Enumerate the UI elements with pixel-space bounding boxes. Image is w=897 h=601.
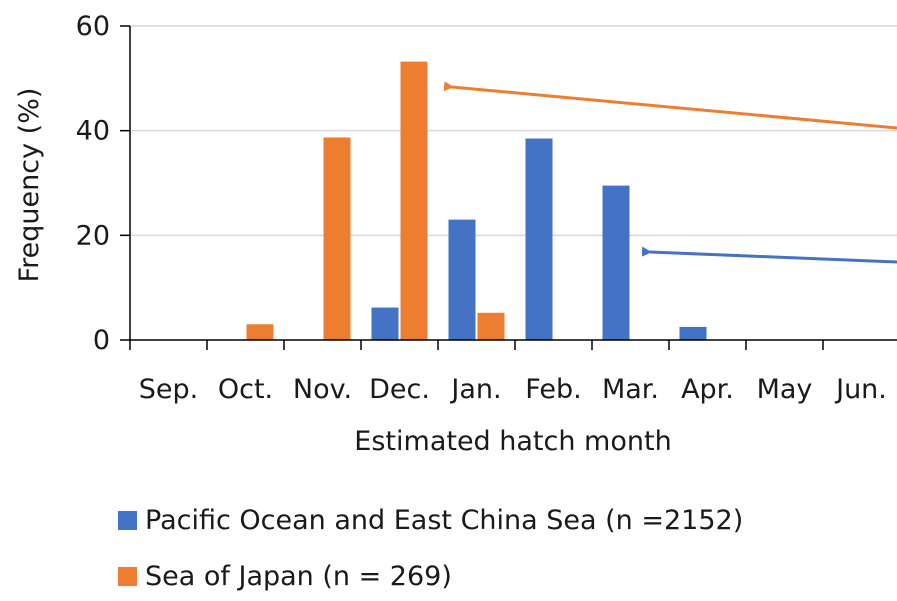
bar-pacific-jan xyxy=(448,219,476,340)
bar-sea-of-japan-dec xyxy=(400,61,428,340)
x-tick-label-mar: Mar. xyxy=(602,374,659,405)
annotation-arrow-blue xyxy=(641,246,897,264)
x-tick-label-oct: Oct. xyxy=(218,374,273,405)
legend-item-pacific: Pacific Ocean and East China Sea (n =215… xyxy=(118,505,743,536)
bar-sea-of-japan-nov xyxy=(323,137,351,340)
legend-swatch-sea-of-japan xyxy=(118,567,137,586)
x-tick-label-apr: Apr. xyxy=(681,374,734,405)
bar-sea-of-japan-jan xyxy=(477,312,505,340)
y-axis-title: Frequency (%) xyxy=(14,88,45,283)
bar-pacific-feb xyxy=(525,138,553,340)
x-tick-label-jun: Jun. xyxy=(834,374,887,405)
bar-pacific-dec xyxy=(371,307,399,340)
legend-item-sea-of-japan: Sea of Japan (n = 269) xyxy=(118,561,452,592)
x-tick-label-sep: Sep. xyxy=(139,374,198,405)
y-tick-label-0: 0 xyxy=(93,325,110,356)
x-tick-label-jan: Jan. xyxy=(449,374,501,405)
x-tick-label-may: May xyxy=(757,374,813,405)
gridlines xyxy=(130,25,897,237)
legend-label-sea-of-japan: Sea of Japan (n = 269) xyxy=(145,561,452,592)
y-tick-label-20: 20 xyxy=(76,220,110,251)
x-tick-label-dec: Dec. xyxy=(369,374,430,405)
legend-label-pacific: Pacific Ocean and East China Sea (n =215… xyxy=(145,505,744,536)
bar-pacific-apr xyxy=(679,326,707,340)
tick-labels: 0 20 40 60 Sep. Oct. Nov. Dec. Jan. Feb. Mar. Apr. M… xyxy=(76,11,887,405)
legend-swatch-pacific xyxy=(118,511,137,530)
bar-pacific-mar xyxy=(602,185,630,340)
bars xyxy=(246,61,707,340)
y-tick-label-40: 40 xyxy=(76,116,110,147)
axes xyxy=(120,25,897,350)
x-axis-title: Estimated hatch month xyxy=(354,426,671,457)
annotation-arrow-orange xyxy=(443,81,897,130)
x-tick-label-feb: Feb. xyxy=(525,374,581,405)
x-tick-label-nov: Nov. xyxy=(293,374,352,405)
bar-sea-of-japan-oct xyxy=(246,324,274,340)
y-tick-label-60: 60 xyxy=(76,11,110,42)
